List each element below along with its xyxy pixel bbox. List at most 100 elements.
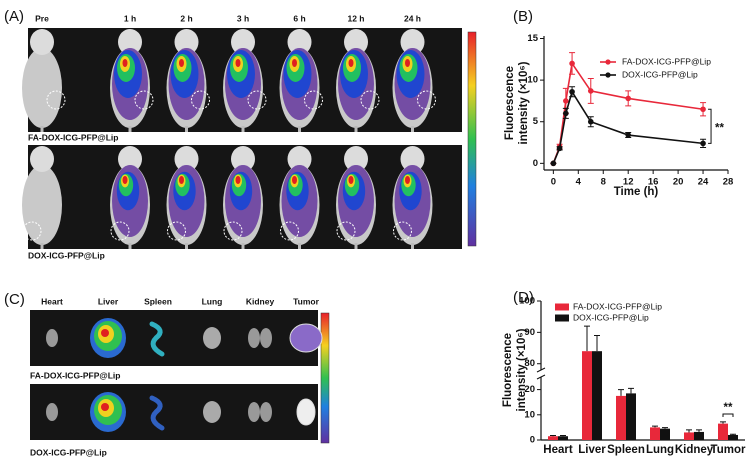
y-axis-title: Fluorescence xyxy=(504,66,516,140)
organ xyxy=(203,401,221,423)
time-label: Pre xyxy=(35,13,49,23)
color-bar xyxy=(467,31,477,247)
bar xyxy=(558,436,568,440)
error-bar xyxy=(584,325,590,352)
mouse-head xyxy=(231,146,255,172)
legend-label: DOX-ICG-PFP@Lip xyxy=(573,312,649,322)
organ xyxy=(46,403,58,421)
panel-label: (A) xyxy=(4,8,24,25)
image-strip xyxy=(30,384,318,440)
point xyxy=(563,110,569,117)
signal xyxy=(348,176,354,184)
time-label: 12 h xyxy=(347,13,364,23)
bar xyxy=(718,423,728,440)
point xyxy=(700,106,706,113)
mouse-image xyxy=(392,146,433,249)
legend-label: DOX-ICG-PFP@Lip xyxy=(622,69,698,79)
y-tick-label: 100 xyxy=(519,296,535,307)
mouse-head xyxy=(118,29,142,55)
error-bar xyxy=(628,387,634,394)
organ xyxy=(289,323,323,353)
error-bar xyxy=(686,429,692,433)
organ xyxy=(101,403,109,411)
point xyxy=(587,118,594,125)
mouse-head xyxy=(287,146,312,172)
organ-label: Heart xyxy=(41,296,63,306)
signal xyxy=(179,59,184,67)
x-tick-label: Heart xyxy=(543,444,573,456)
x-tick-label: Liver xyxy=(578,444,606,456)
mouse-head xyxy=(400,29,425,55)
error-bar xyxy=(550,434,556,437)
mouse-image xyxy=(22,29,66,132)
mouse-head xyxy=(287,29,312,55)
organ-label: Tumor xyxy=(293,296,320,306)
tumor-outline xyxy=(280,221,299,241)
tumor-outline xyxy=(223,221,243,241)
significance-bracket xyxy=(722,413,734,417)
x-tick-label: 24 xyxy=(698,177,709,188)
group-label: DOX-ICG-PFP@Lip xyxy=(28,250,105,260)
x-tick-label: Spleen xyxy=(607,444,645,456)
error-bar xyxy=(560,434,566,437)
x-tick-label: Lung xyxy=(646,444,674,456)
mouse-image xyxy=(223,146,263,249)
organ xyxy=(203,327,221,349)
annotation: ** xyxy=(724,402,733,414)
time-label: 24 h xyxy=(404,13,421,23)
tumor-outline xyxy=(46,90,66,110)
mouse-image xyxy=(279,29,323,132)
y-tick-label: 0 xyxy=(533,158,538,169)
organ xyxy=(46,329,58,347)
legend-label: FA-DOX-ICG-PFP@Lip xyxy=(573,301,662,311)
x-tick-label: 12 xyxy=(623,177,634,188)
tumor-outline xyxy=(360,90,380,110)
bar xyxy=(616,395,626,440)
group-label: FA-DOX-ICG-PFP@Lip xyxy=(30,370,120,380)
y-tick-label: 80 xyxy=(524,358,535,369)
legend-marker xyxy=(605,72,611,78)
point xyxy=(556,145,563,152)
y-tick-label: 10 xyxy=(527,75,538,86)
panel-label: (C) xyxy=(4,291,25,308)
bar xyxy=(582,351,592,440)
bar xyxy=(694,431,704,440)
organ xyxy=(101,329,109,337)
signal xyxy=(292,176,297,184)
organ-label: Spleen xyxy=(144,296,172,306)
signal xyxy=(235,59,241,67)
bar xyxy=(650,427,660,440)
mouse-head xyxy=(174,146,199,172)
y-tick-label: 10 xyxy=(524,409,535,420)
y-axis-title: Fluorescence xyxy=(502,333,514,407)
bar xyxy=(684,432,694,440)
image-strip xyxy=(30,310,318,366)
mouse-head xyxy=(118,146,142,172)
y-tick-label: 20 xyxy=(524,384,535,395)
time-label: 2 h xyxy=(180,13,192,23)
x-tick-label: Kidney xyxy=(675,444,714,456)
tumor-outline xyxy=(22,221,42,241)
mouse-image xyxy=(166,146,207,249)
y-tick-label: 90 xyxy=(524,327,535,338)
axis-break xyxy=(536,367,546,380)
time-label: 1 h xyxy=(124,13,136,23)
point xyxy=(625,132,632,138)
tumor-outline xyxy=(134,90,154,110)
bar xyxy=(548,436,558,440)
mouse-image xyxy=(336,146,376,249)
tumor-outline xyxy=(336,221,356,241)
mouse-image xyxy=(223,29,267,132)
mouse-image xyxy=(110,146,150,249)
y-tick-label: 5 xyxy=(533,116,539,127)
error-bar xyxy=(696,429,702,432)
bar xyxy=(660,428,670,440)
point xyxy=(569,88,575,95)
error-bar xyxy=(720,421,726,424)
y-tick-label: 15 xyxy=(527,33,538,44)
x-tick-label: 28 xyxy=(723,177,734,188)
tumor-outline xyxy=(191,90,210,110)
mouse-head xyxy=(174,29,199,55)
x-tick-label: 20 xyxy=(673,177,684,188)
signal xyxy=(179,176,184,184)
